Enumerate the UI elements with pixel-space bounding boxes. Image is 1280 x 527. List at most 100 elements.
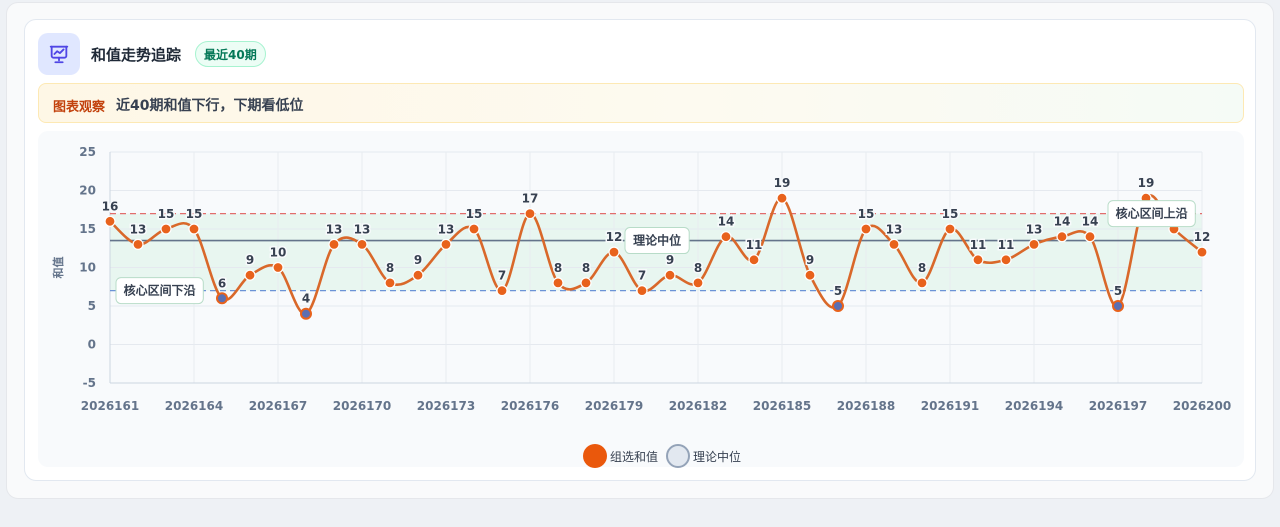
data-point (496, 285, 508, 297)
data-label: 16 (102, 199, 119, 213)
data-point (692, 277, 704, 289)
data-point (944, 223, 956, 235)
data-point (244, 269, 256, 281)
data-label: 7 (638, 269, 646, 283)
data-point (1028, 238, 1040, 251)
data-point (188, 223, 200, 235)
data-label: 8 (386, 261, 394, 275)
data-point (804, 269, 816, 281)
data-point (664, 269, 676, 281)
data-point (580, 277, 592, 289)
data-point (384, 277, 396, 289)
data-label: 9 (414, 253, 422, 267)
data-point (1000, 254, 1012, 266)
y-tick-label: 15 (79, 222, 96, 236)
data-point (1112, 300, 1124, 312)
data-label: 9 (806, 253, 814, 267)
data-label: 11 (970, 238, 987, 252)
data-label: 6 (218, 276, 226, 290)
y-tick-label: 10 (79, 261, 96, 275)
y-tick-label: -5 (83, 376, 96, 390)
data-point (328, 238, 340, 251)
y-axis-title: 和值 (51, 257, 65, 279)
data-point (160, 223, 172, 235)
data-point (720, 231, 732, 243)
observation-text: 近40期和值下行，下期看低位 (116, 98, 304, 114)
chart-legend: 组选和值 理论中位 (583, 444, 745, 468)
data-point (300, 307, 312, 320)
data-point (1056, 231, 1068, 243)
data-point (216, 292, 228, 305)
data-point (860, 223, 872, 235)
data-point (748, 254, 760, 266)
y-tick-label: 20 (79, 184, 96, 198)
y-tick-label: 5 (88, 299, 96, 313)
data-label: 14 (1054, 215, 1071, 229)
data-label: 7 (498, 269, 506, 283)
data-point (356, 238, 368, 251)
observation-label: 图表观察 (53, 100, 106, 115)
x-tick-label: 2026161 (81, 399, 139, 413)
legend-label-median: 理论中位 (693, 449, 742, 464)
legend-label-sum: 组选和值 (610, 449, 659, 464)
lower-band-annotation: 核心区间下沿 (124, 283, 196, 298)
x-tick-label: 2026164 (165, 399, 223, 413)
data-label: 9 (666, 253, 674, 267)
data-label: 11 (746, 238, 763, 252)
data-label: 8 (918, 261, 926, 275)
legend-item-sum[interactable]: 组选和值 (583, 444, 658, 468)
data-label: 10 (270, 246, 287, 260)
data-point (972, 254, 984, 266)
x-tick-label: 2026191 (921, 399, 979, 413)
data-label: 12 (606, 230, 623, 244)
data-label: 9 (246, 253, 254, 267)
period-badge: 最近40期 (195, 41, 266, 67)
x-tick-label: 2026185 (753, 399, 811, 413)
x-tick-label: 2026182 (669, 399, 727, 413)
x-tick-label: 2026179 (585, 399, 643, 413)
legend-item-median[interactable]: 理论中位 (666, 444, 741, 468)
data-point (608, 246, 620, 258)
chart-panel: -5 0 5 10 15 20 25 2026161 2026164 2026167 2026170… (38, 131, 1244, 467)
lower-band-annotation-box (115, 277, 204, 305)
data-point (132, 238, 144, 251)
legend-swatch-median (666, 444, 691, 468)
legend-swatch-sum (583, 444, 607, 468)
data-point (104, 215, 116, 227)
data-point (916, 277, 928, 289)
x-tick-label: 2026188 (837, 399, 895, 413)
presentation-chart-icon (38, 33, 80, 75)
data-label: 15 (466, 207, 483, 221)
median-annotation-box (624, 227, 690, 255)
data-point (1084, 231, 1096, 243)
data-label: 15 (186, 207, 203, 221)
x-tick-label: 2026200 (1173, 399, 1231, 413)
x-tick-label: 2026167 (249, 399, 307, 413)
data-point (468, 223, 480, 235)
trend-card: 和值走势追踪 最近40期 图表观察 近40期和值下行，下期看低位 -5 0 5 10 1… (24, 19, 1256, 481)
y-tick-label: 25 (79, 145, 96, 159)
data-label: 15 (942, 207, 959, 221)
x-tick-label: 2026194 (1005, 399, 1063, 413)
data-point (272, 261, 284, 274)
data-label: 4 (302, 292, 310, 306)
data-label: 8 (694, 261, 702, 275)
card-title: 和值走势追踪 (91, 46, 182, 64)
data-label: 15 (158, 207, 175, 221)
data-point (636, 285, 648, 297)
data-label: 14 (1082, 215, 1099, 229)
data-label: 19 (774, 176, 791, 190)
x-tick-label: 2026197 (1089, 399, 1147, 413)
data-label: 8 (554, 261, 562, 275)
data-point (1196, 246, 1208, 258)
data-point (440, 238, 452, 251)
data-label: 5 (1114, 284, 1122, 298)
data-label: 13 (1026, 222, 1043, 236)
data-label: 13 (438, 222, 455, 236)
data-point (832, 300, 844, 312)
data-label: 17 (522, 192, 539, 206)
data-label: 13 (354, 222, 371, 236)
data-point (552, 277, 564, 289)
x-tick-label: 2026170 (333, 399, 391, 413)
data-label: 8 (582, 261, 590, 275)
